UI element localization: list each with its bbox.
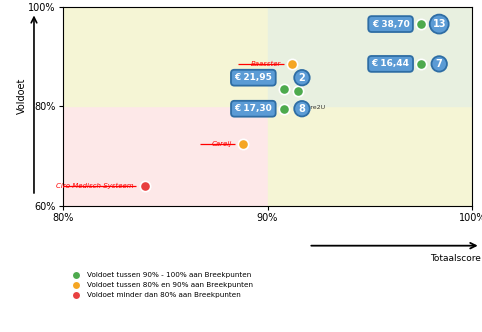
- Text: 7: 7: [436, 59, 442, 69]
- Text: Care2U: Care2U: [302, 105, 325, 110]
- Point: [417, 61, 425, 66]
- Text: 13: 13: [432, 19, 446, 29]
- Point: [280, 106, 288, 111]
- Point: [295, 89, 302, 94]
- Point: [239, 141, 247, 146]
- Text: Ciro Medisch Systeem: Ciro Medisch Systeem: [56, 183, 134, 189]
- Legend: Voldoet tussen 90% - 100% aan Breekpunten, Voldoet tussen 80% en 90% aan Breekpu: Voldoet tussen 90% - 100% aan Breekpunte…: [66, 269, 256, 301]
- Text: CareSharing: CareSharing: [234, 103, 273, 108]
- Text: Careij: Careij: [212, 140, 232, 147]
- Text: Totaalscore: Totaalscore: [429, 254, 481, 263]
- Text: € 38,70: € 38,70: [372, 20, 410, 29]
- Point: [288, 61, 296, 66]
- Text: VitalHealth
Protopics: VitalHealth Protopics: [378, 58, 413, 69]
- Text: Voldoet: Voldoet: [17, 78, 27, 115]
- Text: € 16,44: € 16,44: [372, 59, 410, 68]
- Point: [141, 183, 148, 189]
- Text: € 21,95: € 21,95: [234, 73, 272, 82]
- Text: Baasster: Baasster: [251, 61, 281, 67]
- Text: 2: 2: [298, 73, 305, 83]
- Text: 8: 8: [298, 104, 306, 114]
- Text: € 17,30: € 17,30: [234, 104, 272, 113]
- Point: [417, 21, 425, 27]
- Point: [280, 86, 288, 91]
